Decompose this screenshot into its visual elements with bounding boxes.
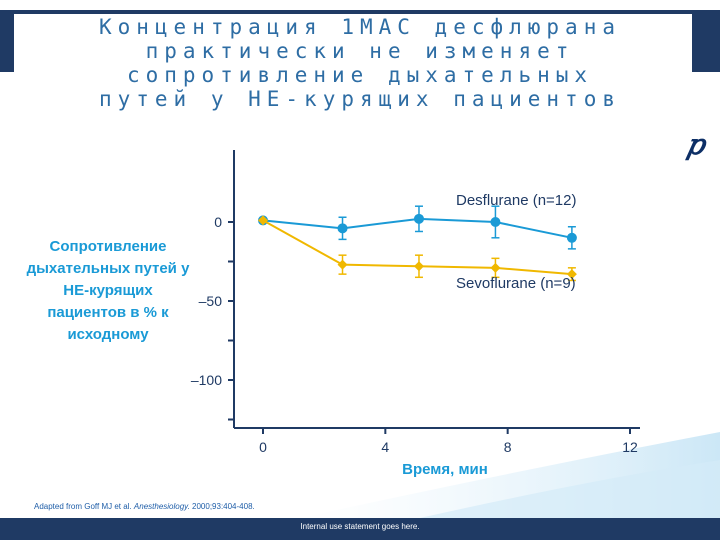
footer-bar [0, 518, 720, 540]
data-point [413, 261, 424, 272]
y-axis-title: Сопротивление дыхательных путей у НЕ-кур… [26, 238, 190, 343]
data-point [337, 259, 348, 270]
decorative-swoosh-2 [420, 460, 720, 518]
x-tick-label: 0 [259, 439, 267, 455]
slide-title: Концентрация 1МАС десфлюрана практически… [98, 15, 621, 111]
x-tick-label: 12 [622, 439, 638, 455]
decorative-logo-fragment: 𝑝 [686, 128, 704, 161]
x-tick-label: 8 [504, 439, 512, 455]
x-tick-label: 4 [381, 439, 389, 455]
title-box [14, 14, 692, 120]
data-point [490, 262, 501, 273]
data-point [490, 217, 501, 227]
footer-text: Internal use statement goes here. [300, 522, 420, 531]
data-point [413, 213, 424, 224]
data-point [337, 223, 348, 234]
sevoflurane-legend-label: Sevoflurane (n=9) [456, 275, 576, 292]
desflurane-legend-label: Desflurane (n=12) [456, 192, 576, 209]
x-axis-title: Время, мин [402, 461, 488, 478]
y-tick-label: 0 [214, 214, 222, 230]
y-tick-label: –100 [191, 372, 222, 388]
data-point [566, 269, 577, 280]
data-point [566, 232, 577, 243]
y-tick-label: –50 [199, 293, 223, 309]
source-citation: Adapted from Goff MJ et al. Anesthesiolo… [34, 502, 255, 511]
data-point [258, 215, 268, 226]
